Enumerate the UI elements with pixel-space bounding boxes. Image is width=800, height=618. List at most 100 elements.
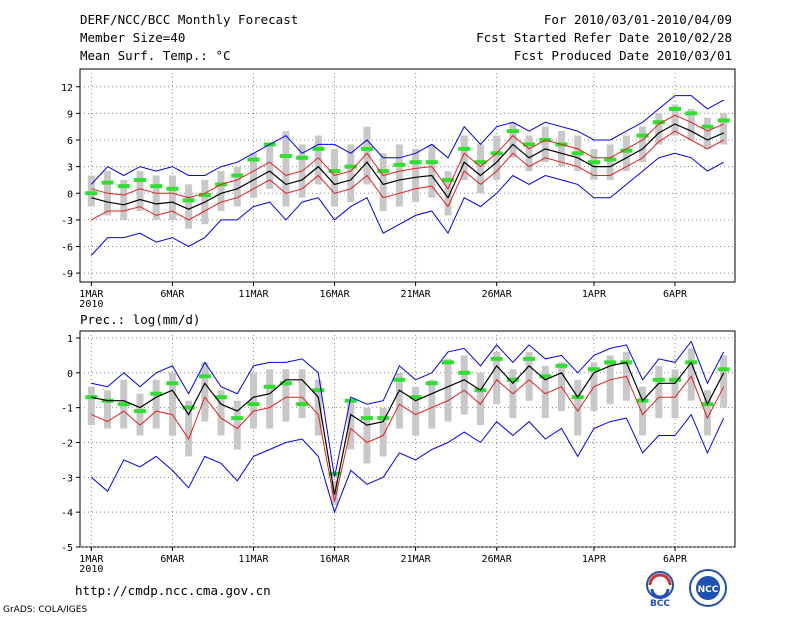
median-mark [506,129,519,134]
spread-bar [217,171,225,211]
x-tick-label: 16MAR [319,554,350,565]
median-mark [669,377,682,382]
median-mark [215,395,228,400]
median-mark [85,191,98,196]
spread-bar [347,144,355,203]
spread-bar [412,148,420,203]
y-tick-label: -2 [61,438,73,449]
median-mark [490,356,503,361]
median-mark [247,157,260,162]
median-mark [296,155,309,160]
x-tick-label: 26MAR [482,289,513,300]
median-mark [377,169,390,174]
median-mark [182,198,195,203]
median-mark [117,184,130,189]
lower-red-line [91,130,724,221]
x-tick-label: 6APR [663,289,688,300]
median-mark [523,142,536,147]
spread-bar [687,108,695,140]
y-tick-label: 0 [67,189,73,200]
spread-bar [363,407,371,464]
median-mark [198,193,211,198]
spread-bar [104,390,112,429]
x-tick-label: 11MAR [238,554,269,565]
envelope-max-line [90,95,724,185]
median-mark [523,356,536,361]
spread-bar [314,135,322,185]
median-mark [539,374,552,379]
spread-bar [509,122,517,158]
x-tick-label: 1APR [582,554,607,565]
spread-bar [525,135,533,172]
spread-bar [363,126,371,185]
spread-bar [185,184,193,229]
median-mark [458,370,471,375]
x-tick-label: 6MAR [160,554,185,565]
spread-bar [395,144,403,207]
spread-bar [233,400,241,450]
spread-bar [720,355,728,408]
ncc-logo-text: NCC [698,585,719,595]
median-mark [198,374,211,379]
spread-bar [201,362,209,422]
ensemble-mean-line [91,123,724,210]
spread-bar [266,144,274,189]
spread-bar [395,372,403,429]
spread-bar [476,144,484,194]
source-url[interactable]: http://cmdp.ncc.cma.gov.cn [75,583,271,598]
y-tick-label: 0 [67,369,73,380]
median-mark [587,367,600,372]
spread-bar [282,131,290,207]
median-mark [166,381,179,386]
median-mark [150,391,163,396]
spread-bar [428,379,436,429]
median-mark [393,162,406,167]
fcst-produced-date: Fcst Produced Date 2010/03/01 [513,48,732,63]
spread-bar [606,144,614,180]
bcc-logo: BCC [646,571,674,608]
median-mark [231,173,244,178]
spread-bar [671,369,679,419]
y-tick-label: 3 [67,163,73,174]
spread-bar [444,171,452,216]
spread-bar [298,369,306,419]
x-tick-label: 1MAR [79,554,104,565]
y-tick-label: -5 [61,543,73,554]
spread-bar [460,355,468,415]
envelope-min-line [90,152,724,256]
spread-bar [217,390,225,436]
median-mark [296,402,309,407]
spread-bar [379,153,387,211]
median-mark [409,395,422,400]
median-mark [377,416,390,421]
median-mark [652,377,665,382]
median-mark [717,367,730,372]
spread-bar [655,365,663,419]
year-label: 2010 [79,299,103,310]
median-mark [166,186,179,191]
spread-bar [314,379,322,436]
median-mark [360,416,373,421]
spread-bar [87,175,95,207]
median-mark [685,111,698,116]
spread-bar [720,113,728,145]
spread-bar [249,372,257,429]
spread-bar [703,117,711,149]
median-mark [717,118,730,123]
median-mark [328,471,341,476]
spread-bar [493,351,501,405]
median-mark [117,402,130,407]
median-mark [604,157,617,162]
median-mark [474,160,487,165]
bottom-panel-title: Prec.: log(mm/d) [80,312,200,327]
spread-bar [558,131,566,167]
spread-bar [687,348,695,401]
fcst-started-date: Fcst Started Refer Date 2010/02/28 [476,30,732,45]
y-tick-label: -6 [61,243,73,254]
x-tick-label: 1MAR [79,289,104,300]
spread-bar [428,144,436,198]
spread-bar [444,358,452,422]
spread-bar [412,386,420,436]
x-tick-label: 11MAR [238,289,269,300]
